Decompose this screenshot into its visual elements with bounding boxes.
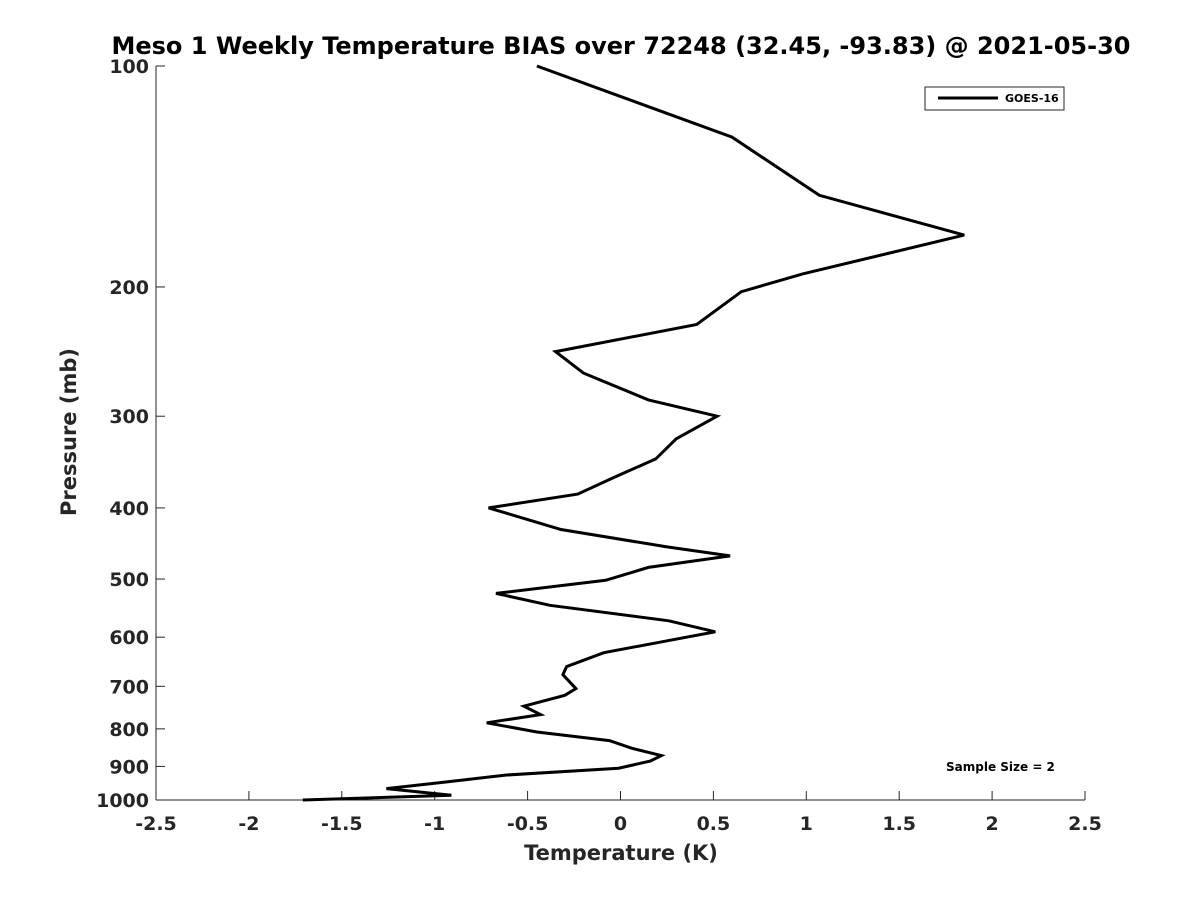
y-tick-label: 400 — [109, 498, 149, 520]
x-tick-label: -2 — [238, 813, 259, 835]
y-tick-label: 800 — [109, 719, 149, 741]
series-line-goes-16 — [302, 64, 965, 802]
x-tick-label: 1 — [800, 813, 813, 835]
y-axis-label: Pressure (mb) — [57, 348, 81, 516]
chart-title: Meso 1 Weekly Temperature BIAS over 7224… — [111, 32, 1130, 60]
x-tick-label: 2 — [985, 813, 998, 835]
x-tick-label: 1.5 — [882, 813, 916, 835]
x-tick-label: 0.5 — [697, 813, 731, 835]
y-tick-label: 600 — [109, 627, 149, 649]
x-tick-label: 0 — [614, 813, 627, 835]
x-tick-label: -1.5 — [321, 813, 363, 835]
x-tick-label: -0.5 — [507, 813, 549, 835]
legend: GOES-16 — [924, 86, 1065, 111]
x-axis-ticks: -2.5 -2 -1.5 -1 -0.5 0 0.5 1 1.5 2 2.5 — [135, 791, 1102, 835]
legend-label-goes-16: GOES-16 — [1005, 92, 1059, 105]
y-axis-ticks: 100 200 300 400 500 600 700 800 900 1000 — [96, 56, 165, 812]
y-tick-label: 100 — [109, 56, 149, 78]
x-tick-label: -1 — [424, 813, 445, 835]
y-tick-label: 1000 — [96, 790, 149, 812]
x-tick-label: -2.5 — [135, 813, 177, 835]
y-tick-label: 700 — [109, 676, 149, 698]
x-axis-label: Temperature (K) — [524, 841, 718, 865]
series-layer — [302, 64, 965, 802]
sample-size-annotation: Sample Size = 2 — [946, 760, 1055, 774]
x-tick-label: 2.5 — [1068, 813, 1102, 835]
y-tick-label: 200 — [109, 277, 149, 299]
y-tick-label: 500 — [109, 569, 149, 591]
y-tick-label: 900 — [109, 756, 149, 778]
y-tick-label: 300 — [109, 406, 149, 428]
